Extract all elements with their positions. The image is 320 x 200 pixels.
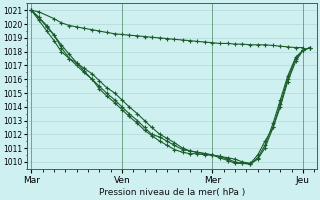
X-axis label: Pression niveau de la mer( hPa ): Pression niveau de la mer( hPa ) xyxy=(99,188,245,197)
